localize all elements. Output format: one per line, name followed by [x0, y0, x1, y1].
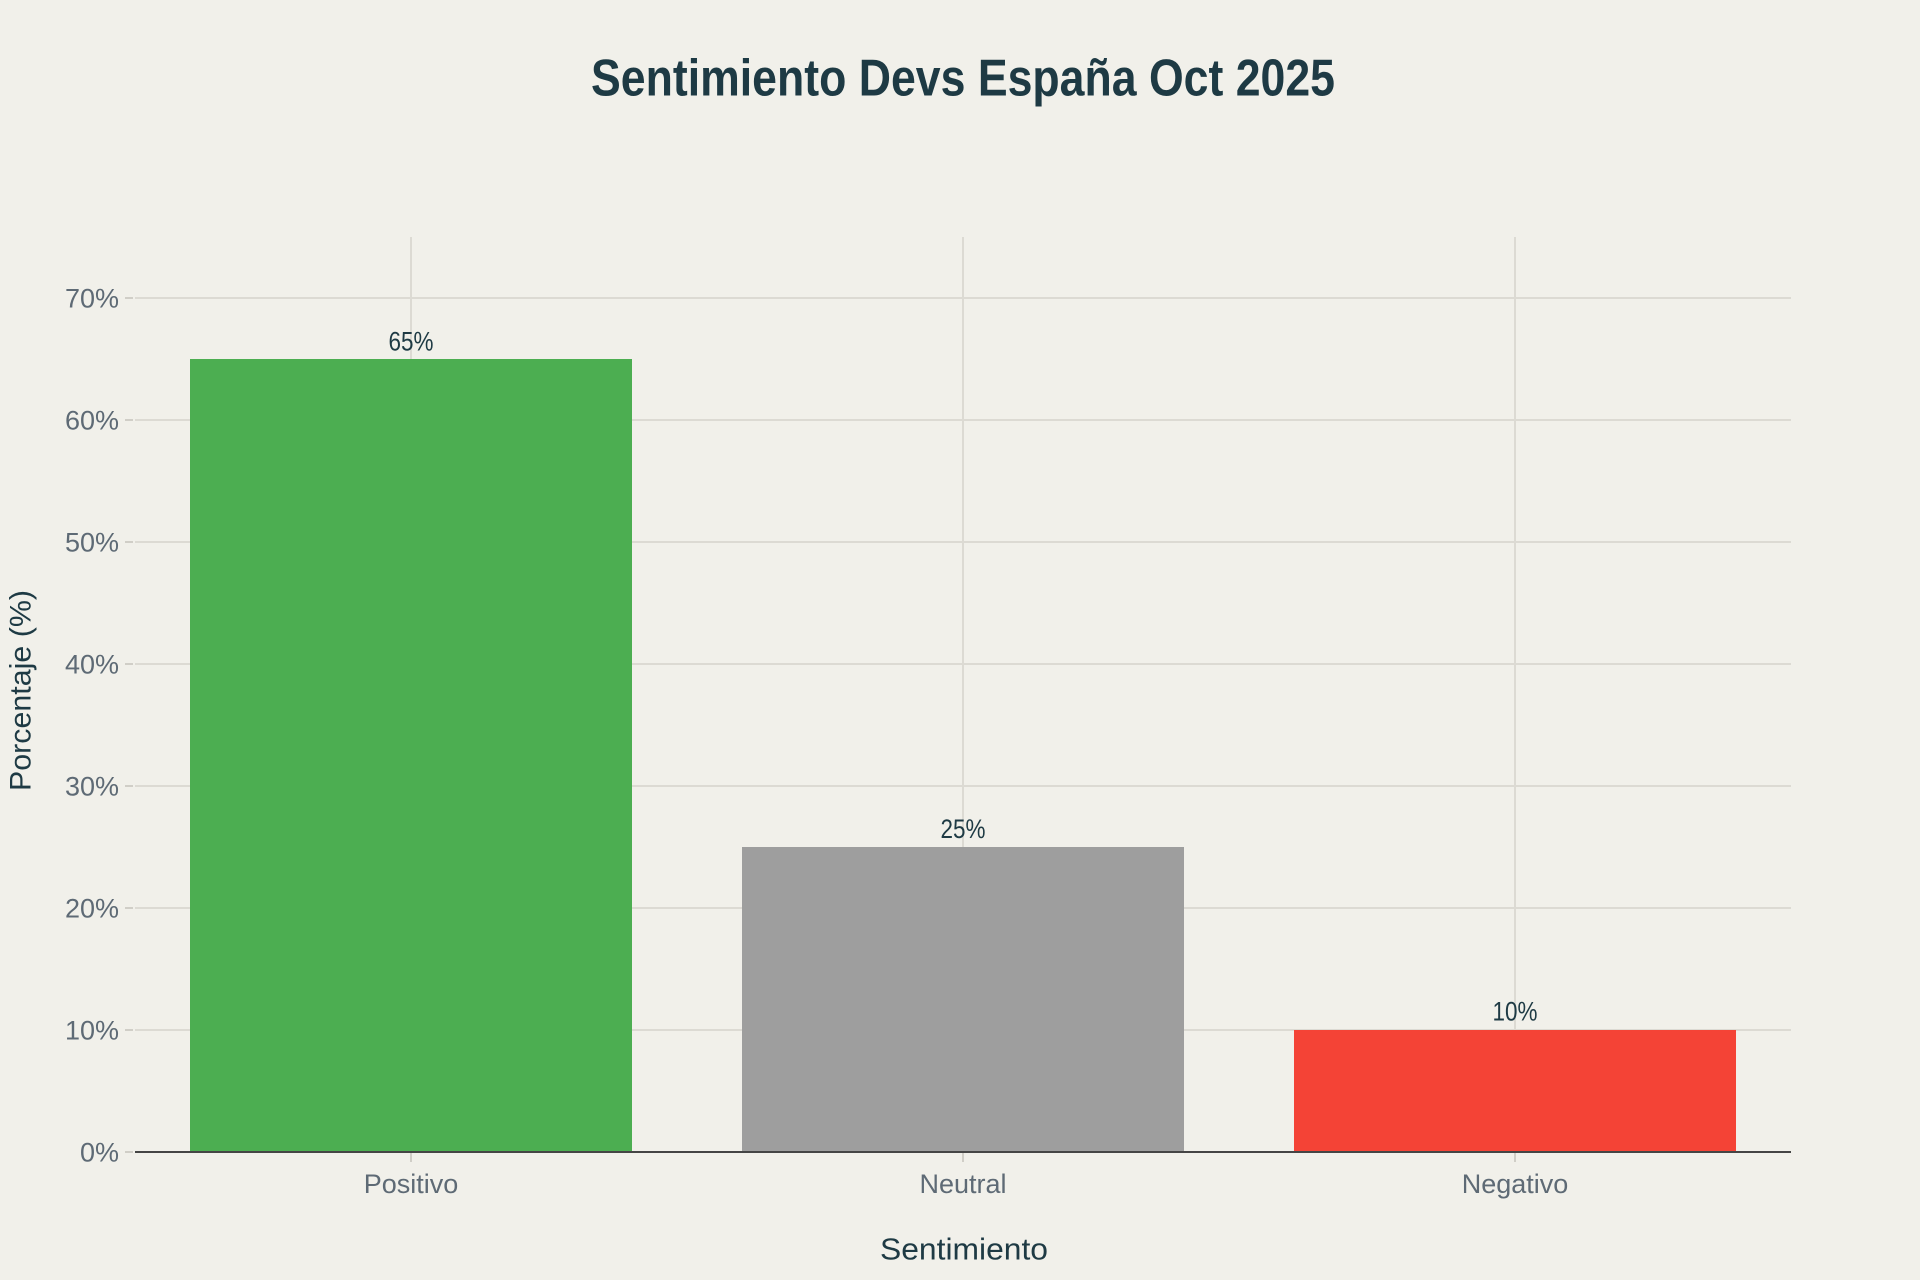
svg-text:70%: 70%	[65, 284, 119, 314]
svg-text:Neutral: Neutral	[919, 1169, 1006, 1199]
svg-text:10%: 10%	[1493, 996, 1538, 1026]
svg-text:Sentimiento Devs España Oct 20: Sentimiento Devs España Oct 2025	[591, 50, 1335, 108]
svg-text:50%: 50%	[65, 528, 119, 558]
svg-text:Sentimiento: Sentimiento	[880, 1231, 1048, 1266]
svg-text:30%: 30%	[65, 772, 119, 802]
svg-text:Porcentaje (%): Porcentaje (%)	[5, 590, 38, 791]
svg-text:Positivo: Positivo	[364, 1169, 459, 1199]
svg-text:0%: 0%	[80, 1138, 119, 1168]
svg-text:60%: 60%	[65, 406, 119, 436]
svg-text:20%: 20%	[65, 894, 119, 924]
svg-text:Negativo: Negativo	[1462, 1169, 1569, 1199]
svg-text:25%: 25%	[941, 814, 986, 844]
svg-text:65%: 65%	[389, 326, 434, 356]
svg-text:40%: 40%	[65, 650, 119, 680]
svg-text:10%: 10%	[65, 1016, 119, 1046]
